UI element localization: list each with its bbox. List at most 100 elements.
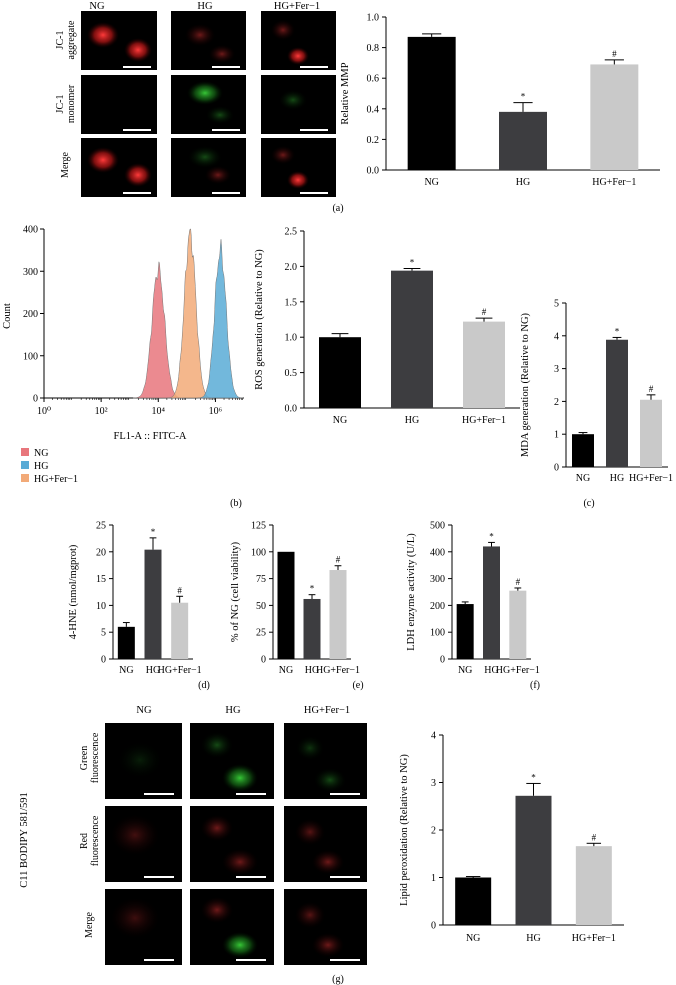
y-tick-label: 0.6	[367, 74, 380, 85]
col-label-ng-a: NG	[89, 1, 105, 12]
y-axis-label: Relative MMP	[340, 62, 351, 124]
hist-y-tick-label: 400	[23, 225, 38, 236]
y-axis-label: MDA generation (Relative to NG)	[520, 312, 531, 457]
y-tick-label: 75	[256, 574, 266, 585]
hist-y-tick-label: 0	[33, 394, 38, 405]
legend-swatch-hg	[21, 461, 29, 469]
col-label-hg-a: HG	[197, 1, 213, 12]
y-tick-label: 4	[554, 331, 559, 342]
y-tick-label: 2	[554, 397, 559, 408]
y-tick-label: 2	[431, 826, 436, 837]
bar-hgfer	[509, 590, 527, 659]
category-label: NG	[279, 665, 293, 676]
chart-a-mmp: 0.0 0.2 0.4 0.6 0.8 1.0 Relative MMP NG * HG # HG+F…	[340, 13, 660, 188]
bar-ng	[456, 604, 474, 659]
category-label: HG	[526, 933, 540, 944]
y-tick-label: 200	[430, 601, 445, 612]
panel-label-b: (b)	[230, 498, 242, 509]
y-tick-label: 0.8	[367, 43, 380, 54]
significance-mark: #	[649, 384, 654, 394]
category-label: HG	[305, 665, 319, 676]
panel-label-e: (e)	[352, 680, 363, 691]
row-label-monomer-line2: monomer	[66, 84, 77, 123]
y-tick-label: 25	[96, 521, 106, 532]
y-axis-label: ROS generation (Relative to NG)	[254, 249, 265, 390]
chart-g-lipid: 0 1 2 3 4 Lipid peroxidation (Relative to NG)…	[399, 731, 624, 944]
legend-swatch-hgfer	[21, 474, 29, 482]
y-tick-label: 2.0	[285, 262, 298, 273]
bar-hg	[391, 270, 433, 408]
hist-series-ng	[133, 261, 184, 399]
y-tick-label: 3	[554, 364, 559, 375]
row-label-green-line2: fluorescence	[90, 732, 101, 783]
y-tick-label: 1	[431, 873, 436, 884]
category-label: HG	[516, 177, 530, 188]
y-tick-label: 100	[430, 628, 445, 639]
chart-e-viability: 0 25 50 75 100 125 % of NG (cell viability) NG *…	[230, 521, 360, 677]
y-tick-label: 400	[430, 547, 445, 558]
hist-y-tick-label: 200	[23, 309, 38, 320]
category-label: HG+Fer−1	[629, 473, 673, 484]
significance-mark: *	[410, 258, 415, 268]
bar-ng	[572, 434, 594, 467]
bar-hgfer	[575, 846, 612, 925]
category-label: HG+Fer−1	[496, 665, 540, 676]
y-tick-label: 1	[554, 430, 559, 441]
panel-g-micrographs: C11 BODIPY 581/591 NG HG HG+Fer−1 Green …	[19, 705, 367, 965]
y-tick-label: 0.2	[367, 135, 380, 146]
category-label: HG+Fer−1	[462, 415, 506, 426]
y-tick-label: 4	[431, 731, 436, 742]
panel-a-micrographs: NG HG HG+Fer−1 JC-1 aggregate JC-1 monom…	[55, 1, 336, 197]
hist-xlabel: FL1-A :: FITC-A	[114, 431, 187, 442]
y-tick-label: 20	[96, 547, 106, 558]
bar-hg	[515, 795, 552, 925]
significance-mark: *	[531, 772, 536, 782]
y-tick-label: 0	[431, 921, 436, 932]
chart-c-mda: 0 1 2 3 4 5 MDA generation (Relative to NG) NG *…	[520, 299, 673, 485]
micrograph-a-ng-monomer	[81, 75, 157, 134]
legend-label-hg: HG	[34, 461, 48, 472]
y-tick-label: 1.0	[285, 333, 298, 344]
y-tick-label: 0.0	[285, 404, 298, 415]
significance-mark: *	[489, 531, 494, 541]
category-label: HG	[610, 473, 624, 484]
category-label: HG	[146, 665, 160, 676]
category-label: HG	[405, 415, 419, 426]
panel-label-c: (c)	[583, 498, 594, 509]
y-tick-label: 0.5	[285, 368, 298, 379]
row-label-merge-g: Merge	[84, 911, 95, 937]
y-tick-label: 0	[554, 463, 559, 474]
chart-d-hne: 0 5 10 15 20 25 4-HNE (nmol/mgprot) NG * HG # HG+Fe…	[68, 521, 202, 677]
y-tick-label: 0	[101, 655, 106, 666]
legend-label-hgfer: HG+Fer−1	[34, 474, 78, 485]
panel-label-d: (d)	[198, 680, 210, 691]
y-tick-label: 50	[256, 601, 266, 612]
significance-mark: #	[592, 832, 597, 842]
y-tick-label: 3	[431, 778, 436, 789]
hist-series-hg	[197, 239, 244, 399]
bar-hgfer	[590, 64, 639, 170]
row-label-merge-a: Merge	[60, 151, 71, 177]
significance-mark: #	[482, 307, 487, 317]
bar-ng	[407, 36, 456, 170]
hist-ylabel: Count	[2, 303, 13, 329]
row-label-red-line1: Red	[79, 833, 90, 849]
row-label-aggregate-line2: aggregate	[66, 20, 77, 59]
category-label: HG	[484, 665, 498, 676]
y-tick-label: 5	[101, 628, 106, 639]
col-label-ng-g: NG	[136, 705, 152, 716]
col-label-hgfer-g: HG+Fer−1	[304, 705, 350, 716]
y-tick-label: 125	[251, 521, 266, 532]
significance-mark: *	[521, 92, 526, 102]
row-label-aggregate-line1: JC-1	[55, 31, 66, 50]
y-tick-label: 10	[96, 601, 106, 612]
panel-label-f: (f)	[530, 680, 540, 691]
panel-label-g: (g)	[332, 974, 344, 985]
hist-y-tick-label: 300	[23, 267, 38, 278]
row-label-green-line1: Green	[79, 746, 90, 770]
category-label: NG	[424, 177, 438, 188]
y-tick-label: 5	[554, 299, 559, 310]
bar-ng	[319, 337, 361, 408]
bar-hg	[483, 546, 500, 659]
significance-mark: *	[310, 584, 315, 594]
